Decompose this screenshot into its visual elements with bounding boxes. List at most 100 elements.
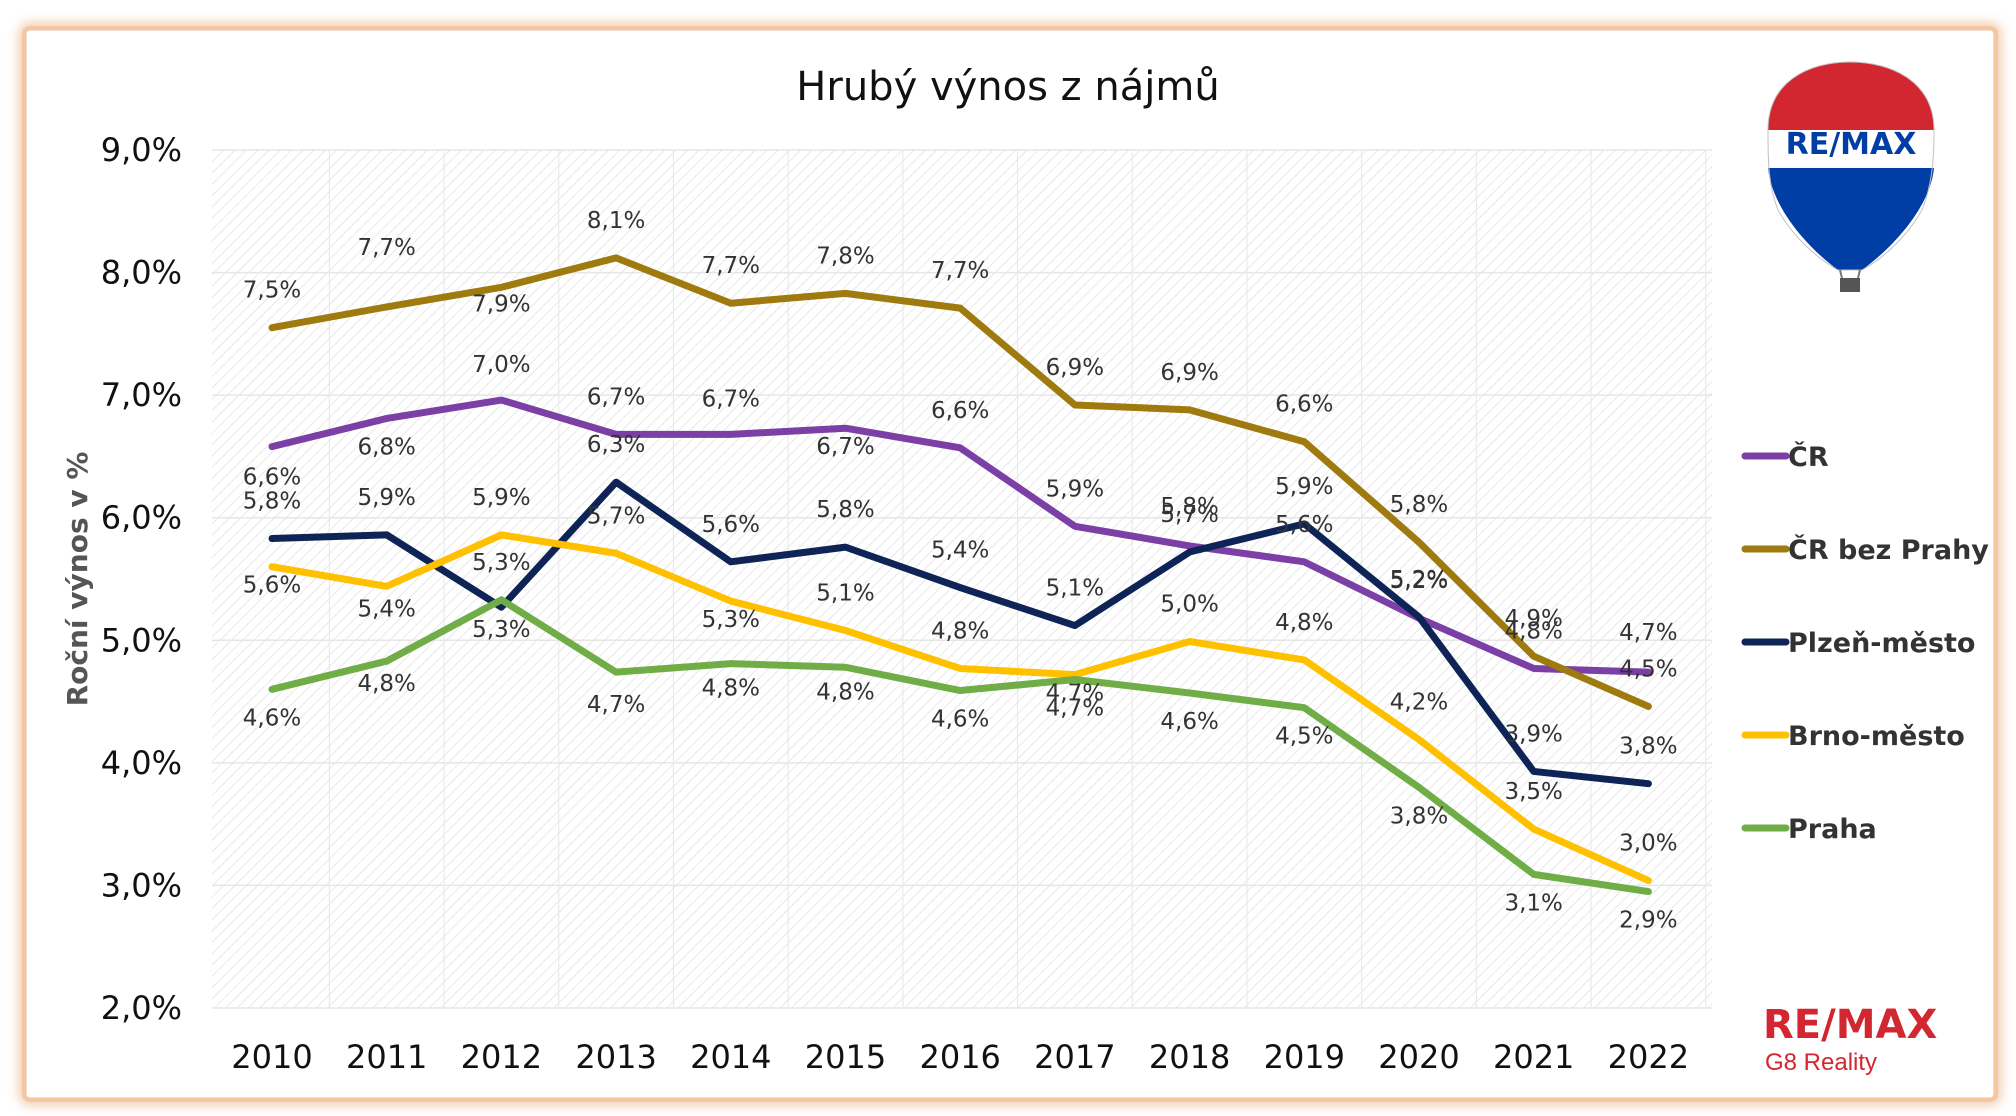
data-label: 5,3% <box>472 617 530 643</box>
x-tick-label: 2016 <box>919 1038 1000 1076</box>
data-label: 6,6% <box>243 465 301 491</box>
x-tick-label: 2014 <box>690 1038 771 1076</box>
data-label: 5,8% <box>816 497 874 523</box>
y-axis-label: Roční výnos v % <box>61 452 94 707</box>
balloon-logo: RE/MAX <box>1767 61 1935 292</box>
data-label: 4,7% <box>1046 696 1104 722</box>
legend-label: Plzeň-město <box>1788 628 1975 659</box>
series-line-čr-bez-prahy <box>268 254 1652 710</box>
data-label: 3,0% <box>1619 831 1677 857</box>
data-label: 5,4% <box>357 596 415 622</box>
data-label: 6,7% <box>816 434 874 460</box>
data-label: 7,5% <box>243 278 301 304</box>
data-label: 5,7% <box>1160 502 1218 528</box>
data-label: 4,7% <box>1619 620 1677 646</box>
data-label: 5,6% <box>1275 512 1333 538</box>
data-label: 7,7% <box>931 258 989 284</box>
data-label: 7,0% <box>472 352 530 378</box>
data-label: 3,8% <box>1390 803 1448 829</box>
data-label: 4,8% <box>1504 618 1562 644</box>
series-line-brno-město <box>268 531 1652 885</box>
data-label: 5,6% <box>702 512 760 538</box>
data-label: 3,9% <box>1504 721 1562 747</box>
y-tick-label: 6,0% <box>101 499 182 537</box>
data-label: 5,9% <box>472 485 530 511</box>
y-tick-label: 5,0% <box>101 621 182 659</box>
remax-logo: RE/MAX G8 Reality <box>1763 1002 1937 1076</box>
x-tick-label: 2017 <box>1034 1038 1115 1076</box>
data-label: 4,8% <box>816 679 874 705</box>
data-label: 5,4% <box>931 538 989 564</box>
data-label: 4,8% <box>702 676 760 702</box>
x-tick-label: 2020 <box>1378 1038 1459 1076</box>
data-label: 4,2% <box>1390 690 1448 716</box>
data-label: 4,9% <box>1504 606 1562 632</box>
data-label: 7,8% <box>816 243 874 269</box>
data-label: 4,6% <box>1160 709 1218 735</box>
data-label: 4,6% <box>243 705 301 731</box>
data-label: 7,9% <box>472 291 530 317</box>
data-label: 3,1% <box>1504 890 1562 916</box>
data-label: 5,6% <box>243 573 301 599</box>
balloon-text: RE/MAX <box>1786 127 1917 162</box>
data-labels: 6,6% 6,8% 7,0% 6,7% 6,7% 6,7% 6,6% 5,9% 5,8% 5,6%… <box>243 208 1678 934</box>
data-label: 6,6% <box>931 398 989 424</box>
data-label: 7,7% <box>702 253 760 279</box>
data-label: 4,5% <box>1619 656 1677 682</box>
data-label: 5,9% <box>1275 474 1333 500</box>
data-label: 6,8% <box>357 434 415 460</box>
data-label: 4,8% <box>357 671 415 697</box>
data-label: 2,9% <box>1619 908 1677 934</box>
data-label: 5,3% <box>702 607 760 633</box>
y-tick-label: 4,0% <box>101 744 182 782</box>
x-tick-label: 2012 <box>461 1038 542 1076</box>
data-label: 6,9% <box>1046 355 1104 381</box>
data-label: 8,1% <box>587 208 645 234</box>
data-label: 6,9% <box>1160 360 1218 386</box>
legend-label: Brno-město <box>1788 721 1965 752</box>
x-tick-label: 2011 <box>346 1038 427 1076</box>
x-tick-label: 2021 <box>1493 1038 1574 1076</box>
legend-label: ČR bez Prahy <box>1788 534 1989 566</box>
data-label: 5,9% <box>357 485 415 511</box>
data-label: 3,8% <box>1619 734 1677 760</box>
x-tick-label: 2019 <box>1264 1038 1345 1076</box>
data-label: 4,6% <box>931 707 989 733</box>
series-line-praha <box>268 596 1652 896</box>
x-tick-label: 2013 <box>575 1038 656 1076</box>
data-label: 3,5% <box>1504 779 1562 805</box>
x-axis-ticks: 2010 2011 2012 2013 2014 2015 2016 2017 2018 2019… <box>231 1038 1689 1076</box>
series-line-plzeň-město <box>268 478 1652 788</box>
data-label: 5,7% <box>587 503 645 529</box>
data-label: 6,6% <box>1275 392 1333 418</box>
data-label: 4,8% <box>1275 610 1333 636</box>
remax-subtitle: G8 Reality <box>1765 1049 1877 1076</box>
series-lines <box>268 254 1652 896</box>
remax-wordmark: RE/MAX <box>1763 1002 1937 1048</box>
data-label: 5,0% <box>1160 592 1218 618</box>
data-label: 5,8% <box>1160 494 1218 520</box>
y-tick-label: 8,0% <box>101 254 182 292</box>
y-tick-label: 7,0% <box>101 376 182 414</box>
data-label: 4,7% <box>587 692 645 718</box>
x-tick-label: 2015 <box>805 1038 886 1076</box>
x-tick-label: 2022 <box>1608 1038 1689 1076</box>
legend: ČR ČR bez Prahy Plzeň-město Brno-město Praha <box>1741 441 1989 845</box>
data-label: 5,8% <box>243 489 301 515</box>
data-label: 6,7% <box>587 384 645 410</box>
data-label: 4,8% <box>931 618 989 644</box>
chart-title: Hrubý výnos z nájmů <box>796 64 1219 110</box>
data-label: 4,5% <box>1275 724 1333 750</box>
data-label: 6,7% <box>702 386 760 412</box>
data-label: 5,2% <box>1390 567 1448 593</box>
data-label: 5,3% <box>472 550 530 576</box>
y-tick-label: 9,0% <box>101 131 182 169</box>
data-label: 6,3% <box>587 432 645 458</box>
data-label: 7,7% <box>357 235 415 261</box>
data-label: 4,7% <box>1046 681 1104 707</box>
x-tick-label: 2010 <box>231 1038 312 1076</box>
x-tick-label: 2018 <box>1149 1038 1230 1076</box>
legend-label: Praha <box>1788 814 1877 845</box>
y-axis-ticks: 2,0% 3,0% 4,0% 5,0% 6,0% 7,0% 8,0% 9,0% <box>101 131 182 1027</box>
